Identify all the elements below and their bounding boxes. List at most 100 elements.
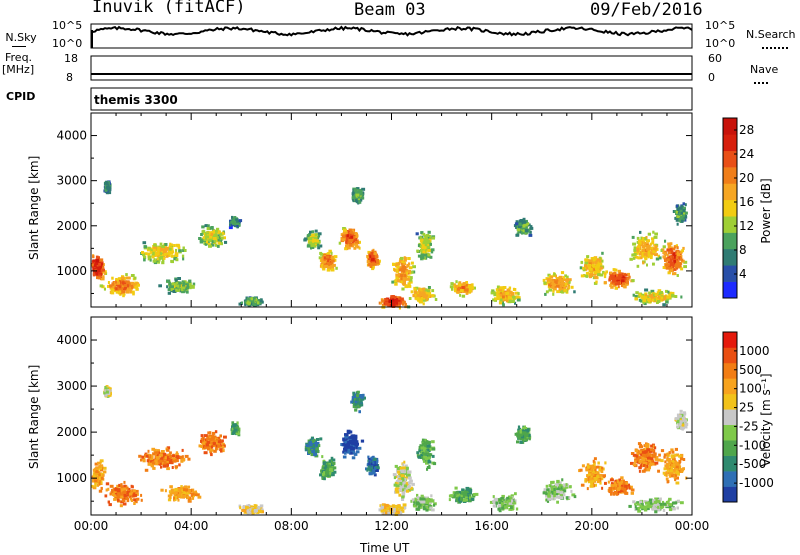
velocity-cell-b10-61 [343, 456, 347, 459]
power-cell-b2-128 [100, 284, 104, 287]
power-cell-b23-141 [639, 242, 642, 245]
power-cell-b8-72 [309, 231, 312, 234]
power-cell-b12-101 [368, 264, 372, 267]
power-cell-b23-135 [642, 249, 645, 252]
power-cell-b26-93 [657, 291, 659, 294]
velocity-cell-b3-27 [166, 467, 170, 470]
velocity-cell-b5-117 [218, 440, 222, 443]
velocity-cell-b0-107 [97, 484, 99, 487]
velocity-cell-b11-102 [359, 403, 363, 406]
power-cell-b14-113 [401, 277, 403, 280]
velocity-cell-b10-109 [351, 435, 353, 438]
power-colorbar-band-10 [723, 118, 737, 135]
velocity-cell-b2-110 [123, 485, 126, 488]
power-cell-b2-108 [111, 277, 114, 280]
velocity-cell-b10-20 [361, 440, 364, 443]
velocity-cell-b2-84 [140, 494, 142, 497]
power-cell-b18-86 [506, 299, 508, 302]
velocity-cell-b2-130 [124, 494, 127, 497]
velocity-cell-b8-104 [309, 443, 312, 446]
velocity-cell-b3-149 [160, 466, 162, 469]
power-cell-b2-125 [122, 294, 125, 297]
power-cell-b23-72 [659, 256, 662, 259]
power-cell-b17-106 [459, 284, 462, 287]
power-cell-b3-107 [169, 243, 171, 246]
power-cell-b12-94 [367, 260, 369, 263]
power-cell-b25-86 [676, 205, 678, 208]
power-cell-b16-112 [417, 297, 420, 300]
power-cell-b21-71 [586, 275, 588, 278]
velocity-cell-b2-105 [133, 494, 137, 497]
velocity-cell-b7-60 [239, 506, 241, 509]
power-cell-b4-79 [177, 277, 181, 280]
power-cell-b20-128 [565, 283, 568, 286]
power-cell-b15-75 [416, 232, 419, 235]
power-cell-b4-12 [166, 285, 168, 288]
velocity-cell-b9-105 [327, 464, 330, 467]
velocity-cell-b0-82 [94, 482, 96, 485]
power-cell-b5-104 [217, 236, 219, 239]
power-cell-b8-26 [312, 230, 315, 233]
power-cell-b10-106 [343, 229, 347, 232]
noise-panel-frame [91, 24, 692, 48]
velocity-cell-b3-139 [156, 456, 160, 459]
velocity-cell-b7-100 [257, 507, 260, 510]
power-cell-b8-85 [304, 237, 307, 240]
power-cell-b26-103 [641, 295, 643, 298]
power-cell-b21-122 [592, 264, 595, 267]
power-cell-b3-94 [175, 258, 178, 261]
velocity-cell-b9-36 [321, 455, 323, 458]
power-cell-b3-44 [182, 257, 184, 260]
power-cell-b20-110 [558, 281, 561, 284]
power-cell-b6-35 [229, 226, 233, 229]
power-cell-b25-93 [678, 219, 680, 222]
velocity-cell-b2-96 [133, 489, 136, 492]
power-cell-b0-108 [97, 270, 101, 273]
power-cell-b19-56 [515, 234, 519, 237]
power-cell-b5-119 [206, 241, 208, 244]
power-cell-b24-114 [676, 246, 678, 249]
power-cell-b11-97 [359, 190, 363, 193]
power-cell-b14-116 [406, 278, 410, 281]
power-cell-b16-91 [418, 289, 420, 292]
power-cell-b9-61 [334, 255, 338, 258]
power-cell-b1-93 [106, 187, 109, 190]
velocity-cell-b2-131 [127, 498, 129, 501]
power-cell-b26-120 [647, 298, 651, 301]
velocity-cell-b0-109 [96, 470, 98, 473]
velocity-cell-b2-122 [114, 494, 117, 497]
velocity-cell-b5-65 [204, 446, 207, 449]
power-cell-b6-94 [233, 222, 235, 225]
power-cell-b10-118 [347, 234, 349, 237]
power-cell-b14-127 [400, 257, 404, 260]
power-cell-b2-82 [116, 291, 119, 294]
velocity-cell-b5-124 [217, 445, 220, 448]
power-cell-b8-47 [315, 230, 318, 233]
power-cell-b2-127 [119, 285, 122, 288]
power-cell-b10-81 [353, 247, 356, 250]
velocity-cell-b2-36 [136, 498, 139, 501]
power-cell-b23-83 [642, 261, 644, 264]
velocity-cell-b4-114 [177, 499, 179, 502]
power-cell-b23-85 [652, 263, 655, 266]
power-cell-b25-98 [681, 212, 684, 215]
velocity-cell-b2-121 [123, 487, 126, 490]
velocity-cell-b9-102 [329, 468, 333, 471]
velocity-cell-b3-143 [166, 449, 169, 452]
velocity-cell-b3-135 [147, 459, 150, 462]
velocity-cell-b9-99 [323, 477, 326, 480]
velocity-cell-b2-73 [122, 499, 126, 502]
velocity-cell-b2-103 [118, 484, 120, 487]
velocity-cell-b3-138 [163, 465, 166, 468]
power-cell-b0-97 [91, 264, 93, 267]
velocity-cell-b4-14 [165, 489, 167, 492]
power-cell-b10-109 [350, 231, 353, 234]
power-cell-b10-14 [339, 242, 341, 245]
power-cell-b18-117 [500, 286, 503, 289]
power-cell-b3-101 [152, 255, 155, 258]
power-cell-b9-104 [327, 262, 329, 265]
power-cell-b5-110 [202, 230, 204, 233]
power-cell-b17-103 [468, 285, 471, 288]
velocity-cell-b3-12 [169, 451, 172, 454]
power-cell-b15-76 [416, 250, 419, 253]
